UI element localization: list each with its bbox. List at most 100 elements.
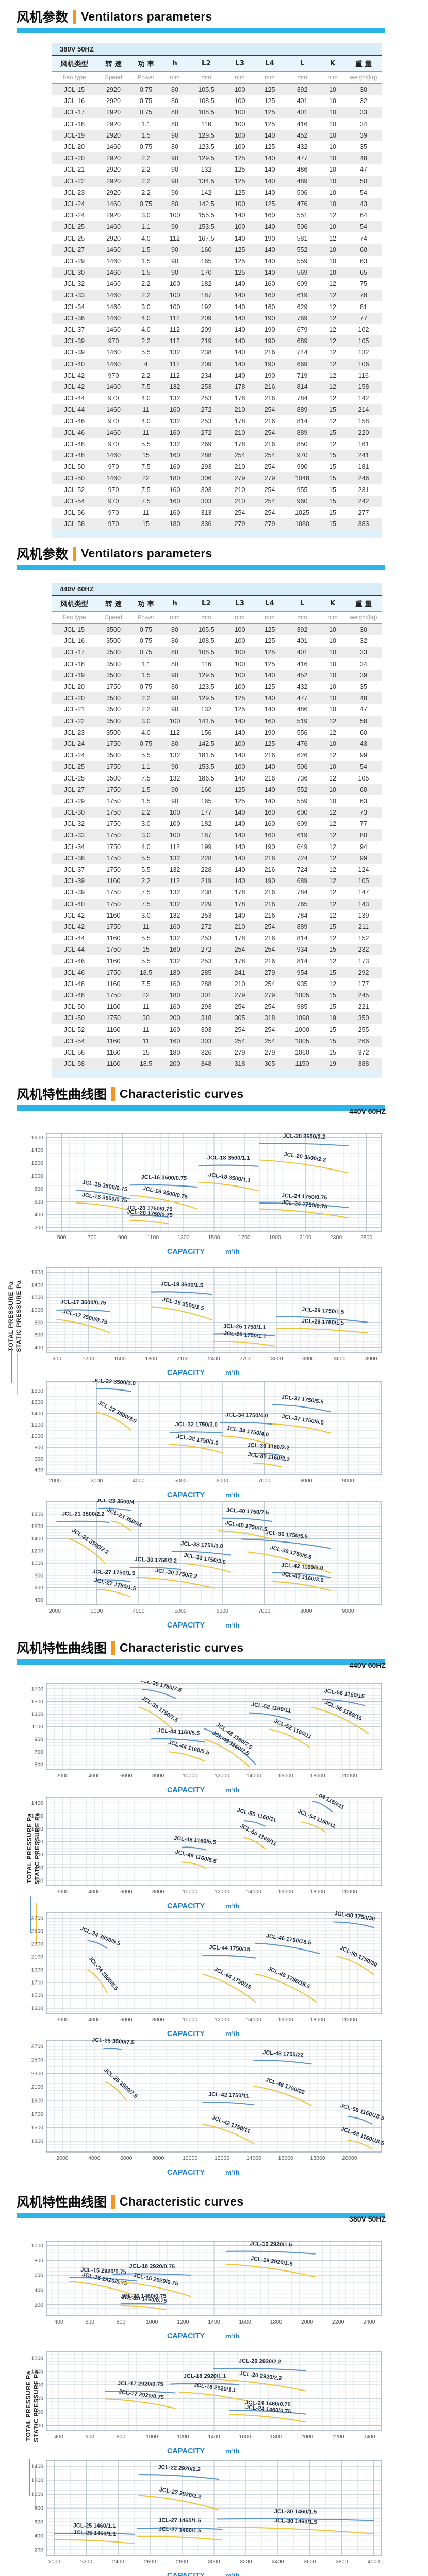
table-cell: 689 — [297, 877, 308, 885]
table-cell: 15 — [329, 923, 336, 930]
total-pressure-curve — [141, 1688, 176, 1699]
total-pressure-curve — [170, 2383, 240, 2385]
column-header-cn: L2 — [202, 59, 211, 67]
static-pressure-curve — [272, 1581, 331, 1591]
static-pressure-curve — [217, 2526, 374, 2534]
table-cell: 30 — [360, 86, 367, 94]
table-cell: 90 — [171, 177, 178, 185]
table-cell: 100 — [234, 200, 245, 208]
x-axis-unit: m³/h — [225, 1621, 240, 1629]
x-tick-label: 20000 — [342, 2016, 357, 2023]
table-cell: 125 — [264, 740, 275, 748]
table-cell: 12 — [329, 774, 336, 782]
table-cell: 140 — [234, 832, 245, 839]
table-cell: 10 — [329, 683, 336, 691]
table-cell: 2.2 — [141, 877, 151, 885]
table-row: JCL-56 970 11 160 313 254 254 1025 15 277 — [52, 507, 382, 518]
table-cell: 190 — [264, 314, 275, 322]
table-cell: 970 — [108, 371, 119, 379]
total-pressure-curve — [276, 1316, 369, 1323]
table-cell: 160 — [169, 1003, 180, 1011]
table-cell: 108.5 — [198, 109, 215, 116]
table-row: JCL-17 3500 0.75 80 108.5 100 125 401 10 33 — [52, 647, 382, 658]
table-cell: 140 — [264, 257, 275, 265]
table-cell: 476 — [297, 200, 308, 208]
table-row: JCL-39 1460 5.5 132 238 140 216 744 12 132 — [52, 347, 382, 358]
table-cell: 80 — [360, 832, 367, 839]
table-row: JCL-22 3500 3.0 100 141.5 140 160 519 12 58 — [52, 715, 382, 727]
x-tick-label: 2000 — [301, 2319, 314, 2325]
table-cell: 416 — [297, 120, 308, 128]
table-cell: 12 — [329, 717, 336, 725]
x-axis-unit: m³/h — [225, 2030, 240, 2038]
characteristic-curve-chart: 200 400 600 800 1000 1200 1400 2000 2200 2400 2600… — [21, 2458, 387, 2576]
table-cell: 970 — [108, 440, 119, 448]
table-cell: 108.5 — [198, 637, 215, 645]
table-cell: 140 — [264, 797, 275, 805]
table-cell: 153.5 — [198, 223, 215, 231]
table-cell: 7.5 — [141, 486, 151, 494]
table-cell: 0.75 — [139, 200, 153, 208]
table-cell: 238 — [201, 349, 212, 357]
table-cell: 60 — [360, 246, 367, 253]
table-cell: 1750 — [106, 1014, 121, 1022]
table-cell: 401 — [297, 649, 308, 656]
x-tick-label: 4000 — [133, 1478, 145, 1484]
table-cell: JCL-16 — [63, 637, 85, 645]
table-cell: 15 — [329, 406, 336, 414]
table-cell: 105.5 — [198, 626, 215, 634]
table-cell: 1.1 — [141, 223, 151, 231]
table-row: JCL-30 1750 2.2 100 177 140 160 600 12 73 — [52, 807, 382, 819]
y-tick-label: 1000 — [31, 1173, 44, 1179]
column-header-en: Power — [137, 74, 155, 81]
table-cell: 125 — [234, 166, 245, 174]
y-tick-label: 1800 — [31, 1511, 44, 1517]
table-cell: 569 — [297, 269, 308, 277]
table-cell: 814 — [297, 957, 308, 965]
x-tick-label: 2800 — [176, 2558, 188, 2565]
table-cell: 178 — [234, 900, 245, 908]
x-tick-label: 4000 — [88, 1889, 101, 1895]
table-cell: 3500 — [106, 660, 121, 668]
table-cell: 123.5 — [198, 683, 215, 691]
column-header-en: mm — [265, 74, 275, 81]
table-row: JCL-46 1750 18.5 180 285 241 279 954 15 292 — [52, 967, 382, 978]
table-cell: 1160 — [106, 957, 121, 965]
table-cell: 1160 — [106, 1060, 121, 1068]
x-tick-label: 2400 — [208, 1355, 220, 1362]
x-tick-label: 2000 — [56, 2016, 69, 2023]
orange-bar-icon — [73, 9, 77, 24]
table-cell: 12 — [329, 326, 336, 334]
table-cell: JCL-44 — [63, 946, 85, 954]
y-tick-label: 1600 — [31, 1399, 44, 1405]
table-cell: 132 — [169, 774, 180, 782]
table-cell: 94 — [360, 843, 367, 851]
table-row: JCL-44 1160 5.5 132 253 178 216 814 12 152 — [52, 933, 382, 944]
table-row: JCL-44 1750 15 160 272 254 254 934 15 232 — [52, 944, 382, 956]
x-tick-label: 1900 — [269, 1234, 282, 1241]
table-footer-band — [52, 1070, 382, 1078]
table-cell: 161 — [358, 440, 369, 448]
table-cell: 228 — [201, 866, 212, 874]
x-tick-label: 14000 — [246, 1773, 261, 1779]
table-cell: 10 — [329, 797, 336, 805]
table-cell: 216 — [264, 383, 275, 391]
curve-label: JCL-42 1160/3.0 — [281, 1562, 324, 1571]
table-cell: 1750 — [106, 900, 121, 908]
table-cell: 100 — [169, 292, 180, 299]
table-cell: 216 — [264, 774, 275, 782]
curve-color-legend — [29, 2459, 36, 2508]
x-tick-label: 8000 — [152, 1773, 164, 1779]
table-cell: 1750 — [106, 786, 121, 793]
table-cell: JCL-40 — [63, 360, 85, 368]
table-cell: 80 — [171, 660, 178, 668]
table-cell: 100 — [234, 763, 245, 771]
column-header-cn: K — [330, 599, 336, 607]
table-cell: 0.75 — [139, 86, 153, 94]
table-row: JCL-18 3500 1.1 80 116 100 125 416 10 34 — [52, 658, 382, 670]
table-cell: 160 — [169, 1037, 180, 1045]
static-pressure-curve — [136, 1577, 215, 1589]
table-cell: 1750 — [106, 946, 121, 954]
section-title: 风机特性曲线图 Characteristic curves — [17, 1638, 385, 1657]
column-header-cn: 重 量 — [355, 60, 372, 69]
